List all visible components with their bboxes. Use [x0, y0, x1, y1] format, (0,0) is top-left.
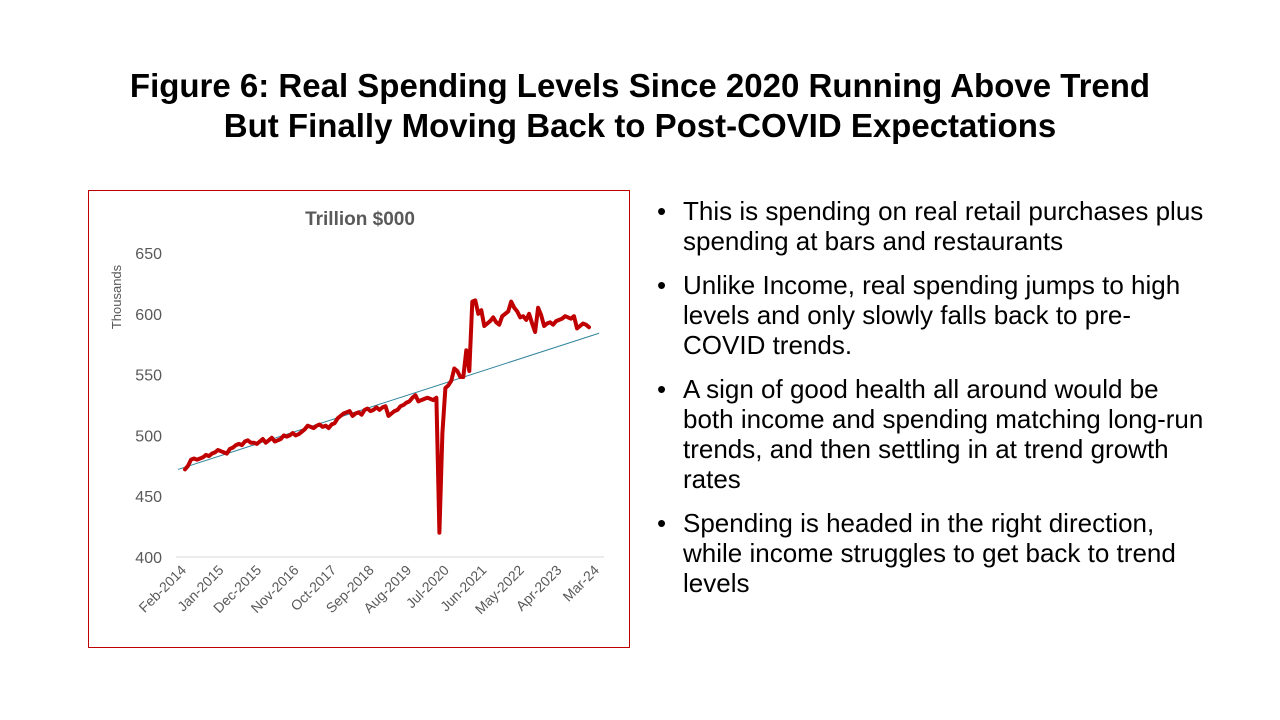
y-axis-label: Thousands [109, 264, 124, 329]
bullet-text: Spending is headed in the right directio… [683, 508, 1176, 598]
trend-line [177, 332, 600, 470]
slide-title-line-2: But Finally Moving Back to Post-COVID Ex… [223, 107, 1057, 144]
y-tick-label: 650 [135, 246, 162, 263]
y-tick-label: 500 [135, 428, 162, 445]
line-chart: Trillion $000 Thousands 400 450 500 550 600 6… [109, 209, 604, 617]
chart-frame: Trillion $000 Thousands 400 450 500 550 600 6… [88, 190, 630, 648]
bullet-item: • Unlike Income, real spending jumps to h… [652, 270, 1212, 360]
bullet-dot-icon: • [657, 374, 667, 404]
x-tick-label: Mar-24 [559, 562, 602, 605]
y-tick-label: 450 [135, 489, 162, 506]
bullet-dot-icon: • [657, 196, 667, 226]
y-tick-label: 400 [135, 550, 162, 567]
slide-title: Figure 6: Real Spending Levels Since 202… [60, 66, 1220, 146]
y-axis-ticks: 400 450 500 550 600 650 [135, 246, 162, 567]
spending-series-line [183, 298, 591, 535]
slide-title-line-1: Figure 6: Real Spending Levels Since 202… [129, 67, 1151, 104]
y-tick-label: 600 [135, 307, 162, 324]
bullet-text: Unlike Income, real spending jumps to hi… [683, 270, 1181, 360]
x-axis-ticks: Feb-2014Jan-2015Dec-2015Nov-2016Oct-2017… [135, 562, 602, 617]
bullet-dot-icon: • [657, 508, 667, 538]
y-tick-label: 550 [135, 368, 162, 385]
bullet-item: • A sign of good health all around would … [652, 374, 1212, 494]
bullet-text: A sign of good health all around would b… [683, 374, 1204, 494]
bullet-text: This is spending on real retail purchase… [683, 196, 1204, 256]
bullet-item: • Spending is headed in the right directi… [652, 508, 1212, 598]
bullet-dot-icon: • [657, 270, 667, 300]
bullet-list: • This is spending on real retail purchas… [652, 196, 1212, 612]
chart-title: Trillion $000 [305, 209, 415, 230]
bullet-item: • This is spending on real retail purchas… [652, 196, 1212, 256]
